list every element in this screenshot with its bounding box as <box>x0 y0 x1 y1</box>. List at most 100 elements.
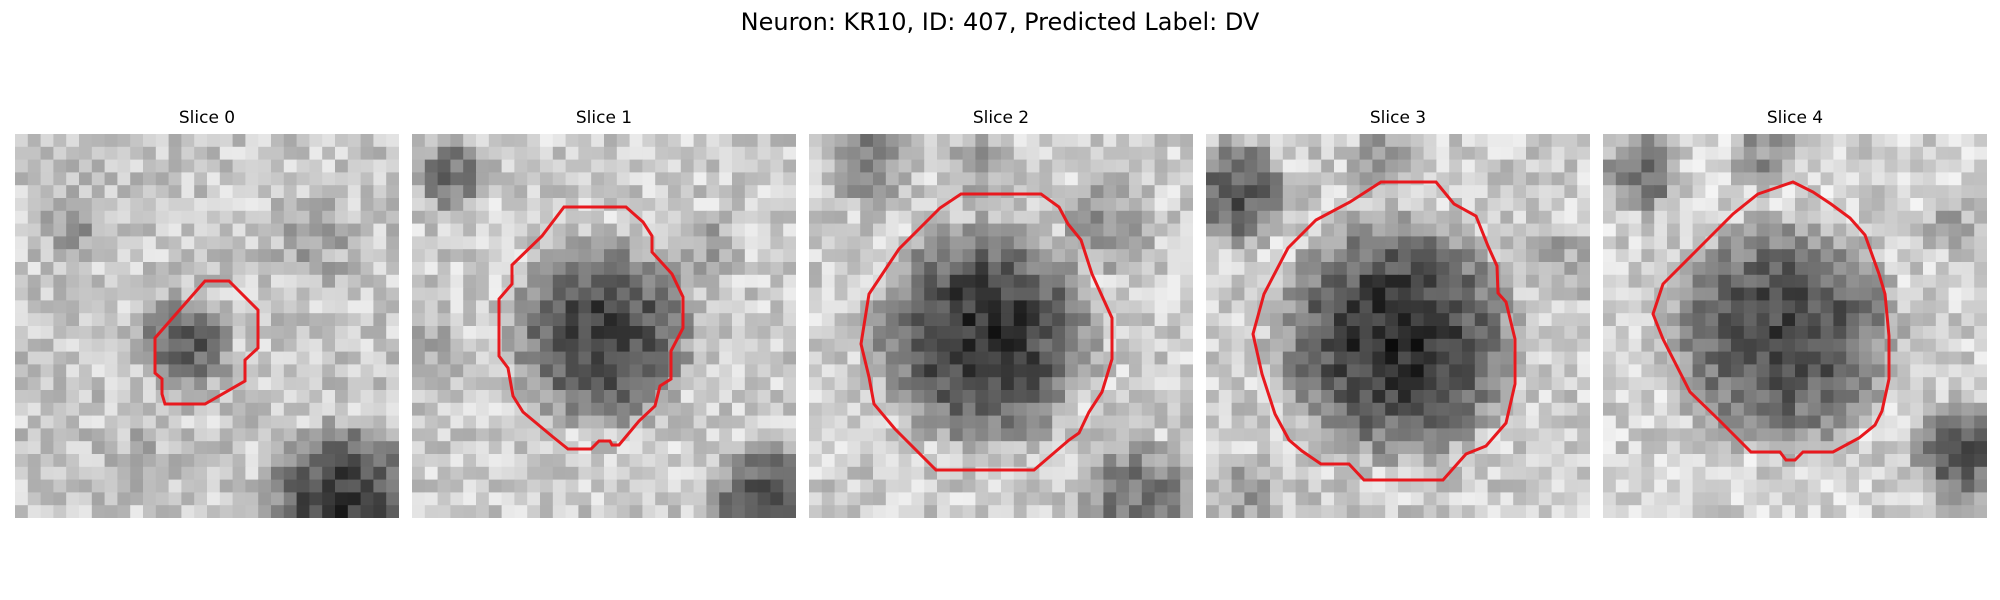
image-pixel <box>1680 185 1693 198</box>
image-pixel <box>809 160 822 173</box>
image-pixel <box>15 224 28 237</box>
image-pixel <box>770 454 783 467</box>
image-pixel <box>1142 416 1155 429</box>
image-pixel <box>53 480 66 493</box>
image-pixel <box>412 160 425 173</box>
image-pixel <box>1155 300 1168 313</box>
image-pixel <box>1142 364 1155 377</box>
image-pixel <box>1910 262 1923 275</box>
image-pixel <box>438 147 451 160</box>
image-pixel <box>1065 134 1078 147</box>
image-pixel <box>604 172 617 185</box>
image-pixel <box>309 339 322 352</box>
image-pixel <box>53 249 66 262</box>
image-pixel <box>1577 224 1590 237</box>
image-pixel <box>438 249 451 262</box>
image-pixel <box>297 428 310 441</box>
image-pixel <box>770 505 783 518</box>
image-pixel <box>1564 134 1577 147</box>
image-pixel <box>1693 441 1706 454</box>
image-pixel <box>297 147 310 160</box>
image-pixel <box>1744 480 1757 493</box>
image-pixel <box>1564 313 1577 326</box>
image-pixel <box>1321 416 1334 429</box>
image-pixel <box>1334 249 1347 262</box>
image-pixel <box>1923 441 1936 454</box>
image-pixel <box>1385 224 1398 237</box>
image-pixel <box>15 185 28 198</box>
image-pixel <box>1027 313 1040 326</box>
image-pixel <box>1449 147 1462 160</box>
image-pixel <box>1910 428 1923 441</box>
image-pixel <box>1283 211 1296 224</box>
image-pixel <box>591 339 604 352</box>
image-pixel <box>1014 134 1027 147</box>
image-pixel <box>1283 339 1296 352</box>
image-pixel <box>15 326 28 339</box>
image-pixel <box>53 505 66 518</box>
image-pixel <box>1091 211 1104 224</box>
image-pixel <box>1897 416 1910 429</box>
image-pixel <box>220 339 233 352</box>
image-pixel <box>527 339 540 352</box>
image-pixel <box>450 211 463 224</box>
image-pixel <box>194 416 207 429</box>
image-pixel <box>425 172 438 185</box>
image-pixel <box>1334 467 1347 480</box>
image-pixel <box>1347 326 1360 339</box>
image-pixel <box>1577 352 1590 365</box>
image-pixel <box>963 480 976 493</box>
image-pixel <box>1821 454 1834 467</box>
image-pixel <box>1283 172 1296 185</box>
image-pixel <box>694 480 707 493</box>
image-pixel <box>1667 454 1680 467</box>
image-pixel <box>1564 416 1577 429</box>
image-pixel <box>1667 300 1680 313</box>
image-pixel <box>245 441 258 454</box>
image-pixel <box>1321 172 1334 185</box>
image-pixel <box>745 454 758 467</box>
image-pixel <box>1539 198 1552 211</box>
image-pixel <box>15 275 28 288</box>
image-pixel <box>1308 428 1321 441</box>
image-pixel <box>937 441 950 454</box>
image-pixel <box>1885 326 1898 339</box>
image-pixel <box>1219 313 1232 326</box>
image-pixel <box>53 428 66 441</box>
image-pixel <box>1757 288 1770 301</box>
image-pixel <box>335 224 348 237</box>
image-pixel <box>1821 480 1834 493</box>
image-pixel <box>348 454 361 467</box>
image-pixel <box>694 505 707 518</box>
image-pixel <box>194 147 207 160</box>
image-pixel <box>847 492 860 505</box>
image-pixel <box>553 275 566 288</box>
image-pixel <box>514 211 527 224</box>
image-pixel <box>1629 428 1642 441</box>
image-pixel <box>1244 480 1257 493</box>
image-pixel <box>258 288 271 301</box>
image-pixel <box>1347 300 1360 313</box>
image-pixel <box>1577 364 1590 377</box>
image-pixel <box>258 211 271 224</box>
image-pixel <box>1424 480 1437 493</box>
image-pixel <box>1577 441 1590 454</box>
image-pixel <box>28 185 41 198</box>
image-pixel <box>1283 134 1296 147</box>
image-pixel <box>950 326 963 339</box>
image-pixel <box>1167 492 1180 505</box>
image-pixel <box>322 275 335 288</box>
image-pixel <box>566 224 579 237</box>
image-pixel <box>1411 288 1424 301</box>
image-pixel <box>28 249 41 262</box>
image-pixel <box>1372 198 1385 211</box>
image-pixel <box>1475 390 1488 403</box>
image-pixel <box>860 249 873 262</box>
image-pixel <box>1629 300 1642 313</box>
image-pixel <box>1180 428 1193 441</box>
image-pixel <box>1641 428 1654 441</box>
image-pixel <box>1334 352 1347 365</box>
slice-title: Slice 0 <box>15 107 399 129</box>
image-pixel <box>1667 288 1680 301</box>
image-pixel <box>1539 441 1552 454</box>
